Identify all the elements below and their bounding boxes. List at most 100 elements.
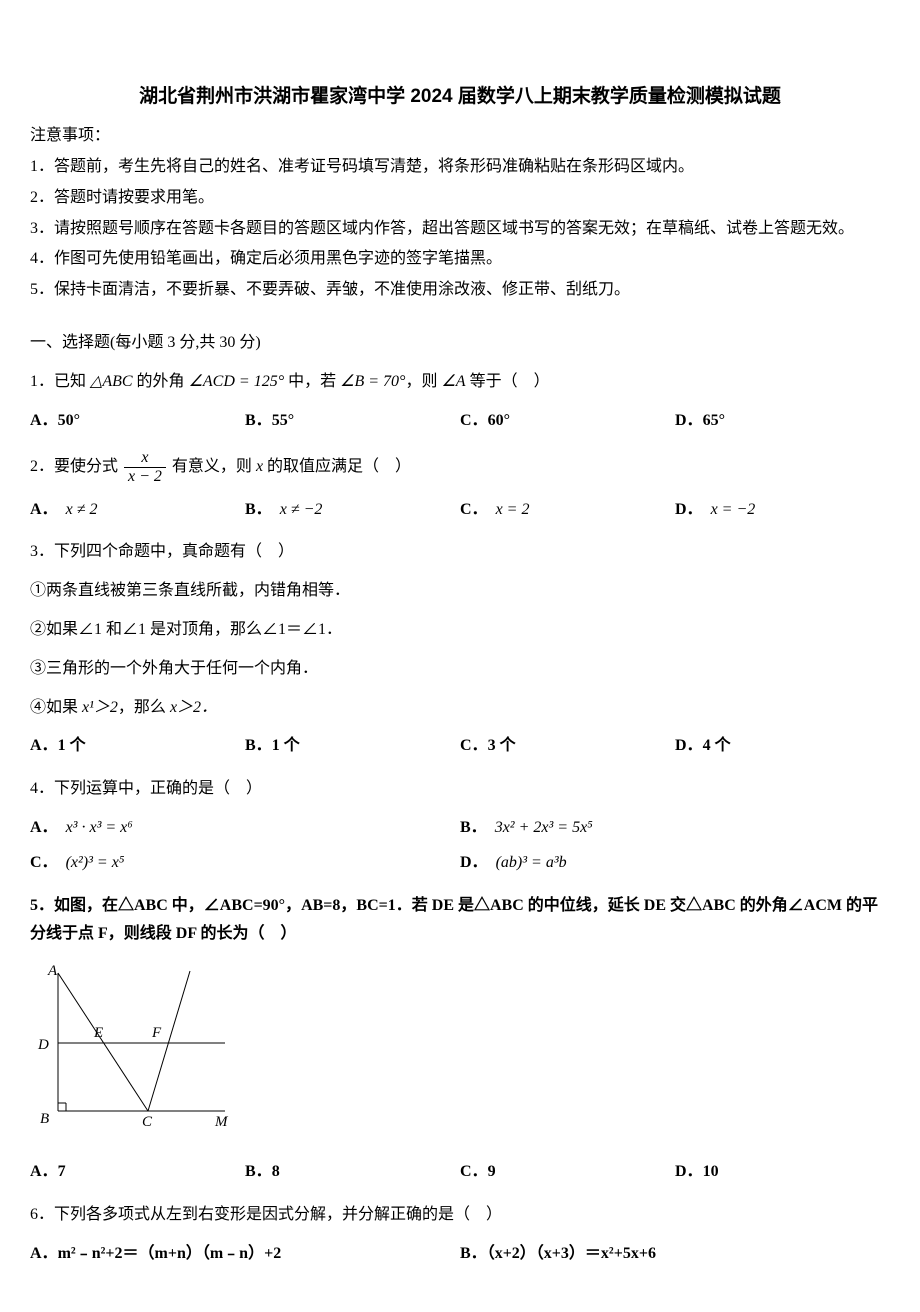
q3-opt-d-val: 4 个 [703,737,731,754]
q1-opt-b-val: 55° [272,412,294,429]
q5-opt-c: C．9 [460,1158,675,1187]
q3-options: A．1 个 B．1 个 C．3 个 D．4 个 [30,732,890,761]
svg-text:B: B [40,1111,49,1127]
q1-ang2: ∠B = 70° [340,373,405,390]
q1-opt-b: B．55° [245,407,460,436]
q2-opt-c: C． x = 2 [460,496,675,525]
q5-opt-d: D．10 [675,1158,890,1187]
q4-text: 4．下列运算中，正确的是（ ） [30,775,890,804]
q2-opt-a: A． x ≠ 2 [30,496,245,525]
q2-pre: 2．要使分式 [30,458,122,475]
q1-opt-a: A．50° [30,407,245,436]
q2-fraction: xx − 2 [124,449,166,485]
q1-opt-a-val: 50° [58,412,80,429]
q1-m2: 中，若 [284,373,340,390]
q1-triangle: △ABC [90,373,133,390]
q1-text: 1．已知 △ABC 的外角 ∠ACD = 125° 中，若 ∠B = 70°，则… [30,368,890,397]
q3-s4-end: x＞2． [170,699,217,716]
q3-opt-c: C．3 个 [460,732,675,761]
notice-2: 2．答题时请按要求用笔。 [30,184,890,213]
q3-opt-a-val: 1 个 [58,737,86,754]
q5-diagram: A D B C M E F [30,961,890,1142]
q2-options: A． x ≠ 2 B． x ≠ −2 C． x = 2 D． x = −2 [30,496,890,525]
q6-opt-b: B．（x+2）（x+3）＝x²+5x+6 [460,1240,890,1269]
q2-opt-b: B． x ≠ −2 [245,496,460,525]
q2-opt-b-val: x ≠ −2 [280,501,323,518]
notice-1: 1．答题前，考生先将自己的姓名、准考证号码填写清楚，将条形码准确粘贴在条形码区域… [30,153,890,182]
q3-opt-b-val: 1 个 [272,737,300,754]
q2-opt-d-val: x = −2 [711,501,756,518]
q1-options: A．50° B．55° C．60° D．65° [30,407,890,436]
q4-opt-a: A． x³ · x³ = x⁶ [30,814,460,843]
q1-m1: 的外角 [133,373,189,390]
q3-stmt-4: ④如果 x¹＞2，那么 x＞2． [30,694,890,723]
notice-3: 3．请按照题号顺序在答题卡各题目的答题区域内作答，超出答题区域书写的答案无效；在… [30,215,890,244]
notice-heading: 注意事项： [30,122,890,151]
q1-opt-c-val: 60° [488,412,510,429]
svg-text:F: F [151,1025,162,1041]
q1-opt-d-val: 65° [703,412,725,429]
q1-ang1: ∠ACD = 125° [189,373,285,390]
q6-opt-a-val: m²﹣n²+2＝（m+n）（m﹣n）+2 [58,1245,282,1262]
q5-opt-b-val: 8 [272,1163,280,1180]
q4-opt-c-val: (x²)³ = x⁵ [66,854,125,871]
q2-opt-d: D． x = −2 [675,496,890,525]
q3-opt-c-val: 3 个 [488,737,516,754]
svg-text:C: C [142,1114,153,1130]
q2-text: 2．要使分式 xx − 2 有意义，则 x 的取值应满足（ ） [30,449,890,485]
q6-text: 6．下列各多项式从左到右变形是因式分解，并分解正确的是（ ） [30,1201,890,1230]
q2-var: x [256,458,263,475]
section-1-heading: 一、选择题(每小题 3 分,共 30 分) [30,329,890,358]
svg-text:M: M [214,1114,229,1130]
q4-opt-b-val: 3x² + 2x³ = 5x⁵ [495,819,593,836]
question-2: 2．要使分式 xx − 2 有意义，则 x 的取值应满足（ ） A． x ≠ 2… [30,449,890,524]
q3-opt-d: D．4 个 [675,732,890,761]
q3-s4-mid: x¹＞2 [82,699,118,716]
q5-svg: A D B C M E F [30,961,230,1131]
q4-opt-d: D． (ab)³ = a³b [460,849,890,878]
notice-4: 4．作图可先使用铅笔画出，确定后必须用黑色字迹的签字笔描黑。 [30,245,890,274]
q1-opt-d: D．65° [675,407,890,436]
q4-options-row1: A． x³ · x³ = x⁶ B． 3x² + 2x³ = 5x⁵ [30,814,890,843]
q2-opt-c-val: x = 2 [496,501,530,518]
q3-stmt-2: ②如果∠1 和∠1 是对顶角，那么∠1＝∠1． [30,616,890,645]
q3-s4-pre: ④如果 [30,699,82,716]
q2-opt-a-val: x ≠ 2 [66,501,98,518]
notice-5: 5．保持卡面清洁，不要折暴、不要弄破、弄皱，不准使用涂改液、修正带、刮纸刀。 [30,276,890,305]
q4-opt-b: B． 3x² + 2x³ = 5x⁵ [460,814,890,843]
q5-opt-a-val: 7 [58,1163,66,1180]
q1-post: 等于（ ） [466,373,550,390]
q1-m3: ，则 [405,373,441,390]
q3-text: 3．下列四个命题中，真命题有（ ） [30,538,890,567]
q5-text: 5．如图，在△ABC 中，∠ABC=90°，AB=8，BC=1．若 DE 是△A… [30,892,890,950]
q2-post: 的取值应满足（ ） [263,458,411,475]
svg-text:D: D [37,1037,49,1053]
q2-frac-den: x − 2 [124,468,166,486]
svg-text:A: A [47,963,58,979]
question-4: 4．下列运算中，正确的是（ ） A． x³ · x³ = x⁶ B． 3x² +… [30,775,890,877]
q5-opt-b: B．8 [245,1158,460,1187]
q4-opt-c: C． (x²)³ = x⁵ [30,849,460,878]
q5-opt-a: A．7 [30,1158,245,1187]
q1-opt-c: C．60° [460,407,675,436]
q2-mid: 有意义，则 [168,458,256,475]
q3-stmt-1: ①两条直线被第三条直线所截，内错角相等． [30,577,890,606]
q5-opt-c-val: 9 [488,1163,496,1180]
q4-options-row2: C． (x²)³ = x⁵ D． (ab)³ = a³b [30,849,890,878]
q1-pre: 1．已知 [30,373,90,390]
question-5: 5．如图，在△ABC 中，∠ABC=90°，AB=8，BC=1．若 DE 是△A… [30,892,890,1187]
question-1: 1．已知 △ABC 的外角 ∠ACD = 125° 中，若 ∠B = 70°，则… [30,368,890,436]
q5-opt-d-val: 10 [703,1163,719,1180]
exam-title: 湖北省荆州市洪湖市瞿家湾中学 2024 届数学八上期末教学质量检测模拟试题 [30,80,890,114]
q6-opt-a: A．m²﹣n²+2＝（m+n）（m﹣n）+2 [30,1240,460,1269]
question-3: 3．下列四个命题中，真命题有（ ） ①两条直线被第三条直线所截，内错角相等． ②… [30,538,890,761]
q6-opt-b-val: （x+2）（x+3）＝x²+5x+6 [487,1245,656,1262]
q3-opt-a: A．1 个 [30,732,245,761]
question-6: 6．下列各多项式从左到右变形是因式分解，并分解正确的是（ ） A．m²﹣n²+2… [30,1201,890,1269]
q1-ang3: ∠A [441,373,465,390]
q6-options: A．m²﹣n²+2＝（m+n）（m﹣n）+2 B．（x+2）（x+3）＝x²+5… [30,1240,890,1269]
q2-frac-num: x [124,449,166,468]
q4-opt-a-val: x³ · x³ = x⁶ [66,819,133,836]
svg-text:E: E [93,1025,103,1041]
q3-s4-mid2: ，那么 [118,699,170,716]
